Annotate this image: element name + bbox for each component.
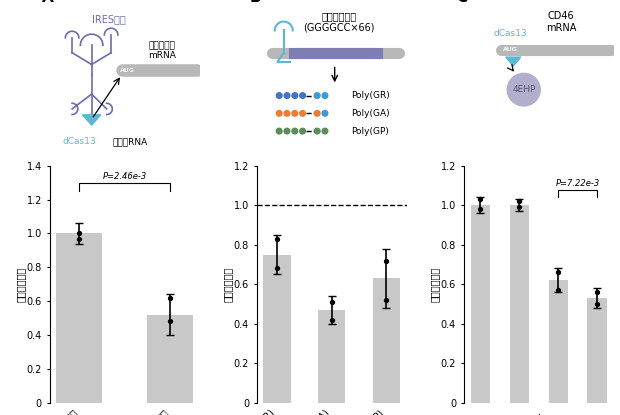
Circle shape: [284, 110, 290, 116]
Circle shape: [277, 110, 282, 116]
Text: AUG: AUG: [120, 68, 135, 73]
Text: ガイドRNA: ガイドRNA: [113, 137, 148, 146]
Text: AUG: AUG: [503, 47, 518, 52]
Bar: [373, 278, 400, 403]
Bar: [588, 298, 607, 403]
Bar: [56, 234, 102, 403]
Text: dCas13: dCas13: [494, 29, 528, 38]
Circle shape: [314, 110, 320, 116]
Text: B: B: [249, 0, 261, 5]
Bar: [510, 205, 529, 403]
Polygon shape: [82, 115, 100, 125]
Polygon shape: [506, 57, 521, 66]
Text: Poly(GP): Poly(GP): [351, 127, 389, 136]
Circle shape: [299, 110, 306, 116]
Text: CD46
mRNA: CD46 mRNA: [546, 11, 577, 33]
Bar: [148, 315, 193, 403]
Circle shape: [284, 93, 290, 98]
Text: 繰り返し配列
(GGGGCC×66): 繰り返し配列 (GGGGCC×66): [303, 11, 375, 33]
Bar: [471, 205, 490, 403]
Circle shape: [299, 93, 306, 98]
Text: レポーター
mRNA: レポーター mRNA: [148, 41, 176, 60]
Text: 4EHP: 4EHP: [512, 85, 536, 94]
Circle shape: [292, 128, 298, 134]
Text: Poly(GR): Poly(GR): [351, 91, 390, 100]
Circle shape: [322, 110, 328, 116]
Circle shape: [299, 128, 306, 134]
Bar: [318, 310, 345, 403]
Text: dCas13: dCas13: [63, 137, 97, 146]
Text: P=7.22e-3: P=7.22e-3: [556, 178, 600, 188]
Circle shape: [292, 93, 298, 98]
Text: C: C: [456, 0, 467, 5]
Circle shape: [277, 128, 282, 134]
Circle shape: [314, 128, 320, 134]
Text: IRES配列: IRES配列: [92, 14, 125, 24]
Circle shape: [322, 128, 328, 134]
Text: A: A: [42, 0, 54, 5]
Y-axis label: タンパク質量: タンパク質量: [429, 266, 440, 302]
Text: P=2.46e-3: P=2.46e-3: [102, 172, 147, 181]
Text: Poly(GA): Poly(GA): [351, 109, 390, 118]
Circle shape: [314, 93, 320, 98]
Bar: [264, 255, 291, 403]
Y-axis label: タンパク質量: タンパク質量: [223, 266, 232, 302]
Bar: [549, 280, 568, 403]
Circle shape: [322, 93, 328, 98]
Y-axis label: タンパク質量: タンパク質量: [16, 266, 25, 302]
Circle shape: [284, 128, 290, 134]
Circle shape: [277, 93, 282, 98]
Circle shape: [507, 73, 540, 106]
Circle shape: [292, 110, 298, 116]
